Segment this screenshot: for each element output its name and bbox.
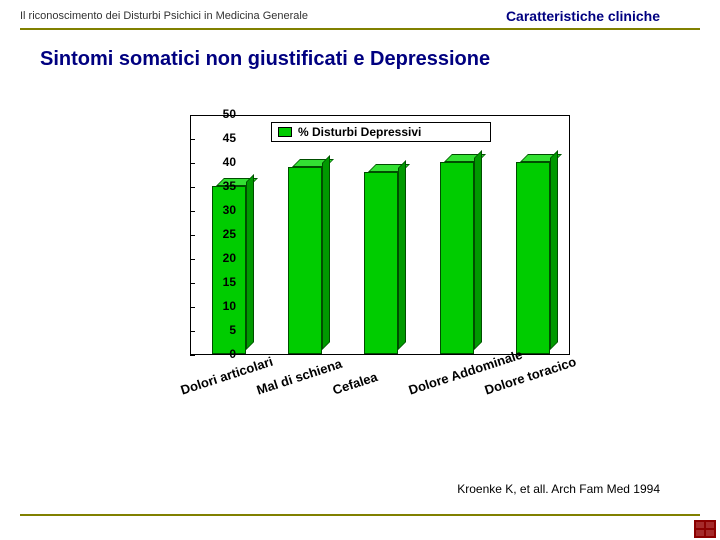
y-tick-label: 45 (200, 131, 236, 145)
y-tick-mark (190, 115, 195, 116)
plot-area: % Disturbi Depressivi (190, 115, 570, 355)
y-tick-label: 15 (200, 275, 236, 289)
y-tick-label: 40 (200, 155, 236, 169)
divider-bottom (20, 514, 700, 516)
logo-icon (694, 520, 716, 538)
y-tick-mark (190, 259, 195, 260)
y-tick-label: 20 (200, 251, 236, 265)
bar (440, 162, 474, 354)
bar (516, 162, 550, 354)
legend: % Disturbi Depressivi (271, 122, 491, 142)
y-tick-mark (190, 355, 195, 356)
y-tick-label: 25 (200, 227, 236, 241)
y-tick-label: 0 (200, 347, 236, 361)
y-tick-label: 50 (200, 107, 236, 121)
y-tick-mark (190, 283, 195, 284)
y-tick-mark (190, 139, 195, 140)
y-tick-label: 10 (200, 299, 236, 313)
legend-swatch (278, 127, 292, 137)
y-tick-mark (190, 235, 195, 236)
bar (288, 167, 322, 354)
bar (364, 172, 398, 354)
citation: Kroenke K, et all. Arch Fam Med 1994 (457, 482, 660, 496)
chart-container: % Disturbi Depressivi 0 5 10 15 20 25 30 35 40 45… (150, 105, 580, 415)
y-tick-mark (190, 163, 195, 164)
page-title: Sintomi somatici non giustificati e Depr… (0, 30, 720, 71)
y-tick-label: 5 (200, 323, 236, 337)
y-tick-label: 30 (200, 203, 236, 217)
y-tick-label: 35 (200, 179, 236, 193)
header-section: Caratteristiche cliniche (506, 8, 700, 24)
y-tick-mark (190, 211, 195, 212)
header-subtitle: Il riconoscimento dei Disturbi Psichici … (20, 10, 506, 22)
x-tick-label: Cefalea (331, 369, 380, 398)
y-tick-mark (190, 307, 195, 308)
y-tick-mark (190, 187, 195, 188)
legend-label: % Disturbi Depressivi (298, 125, 421, 139)
y-tick-mark (190, 331, 195, 332)
